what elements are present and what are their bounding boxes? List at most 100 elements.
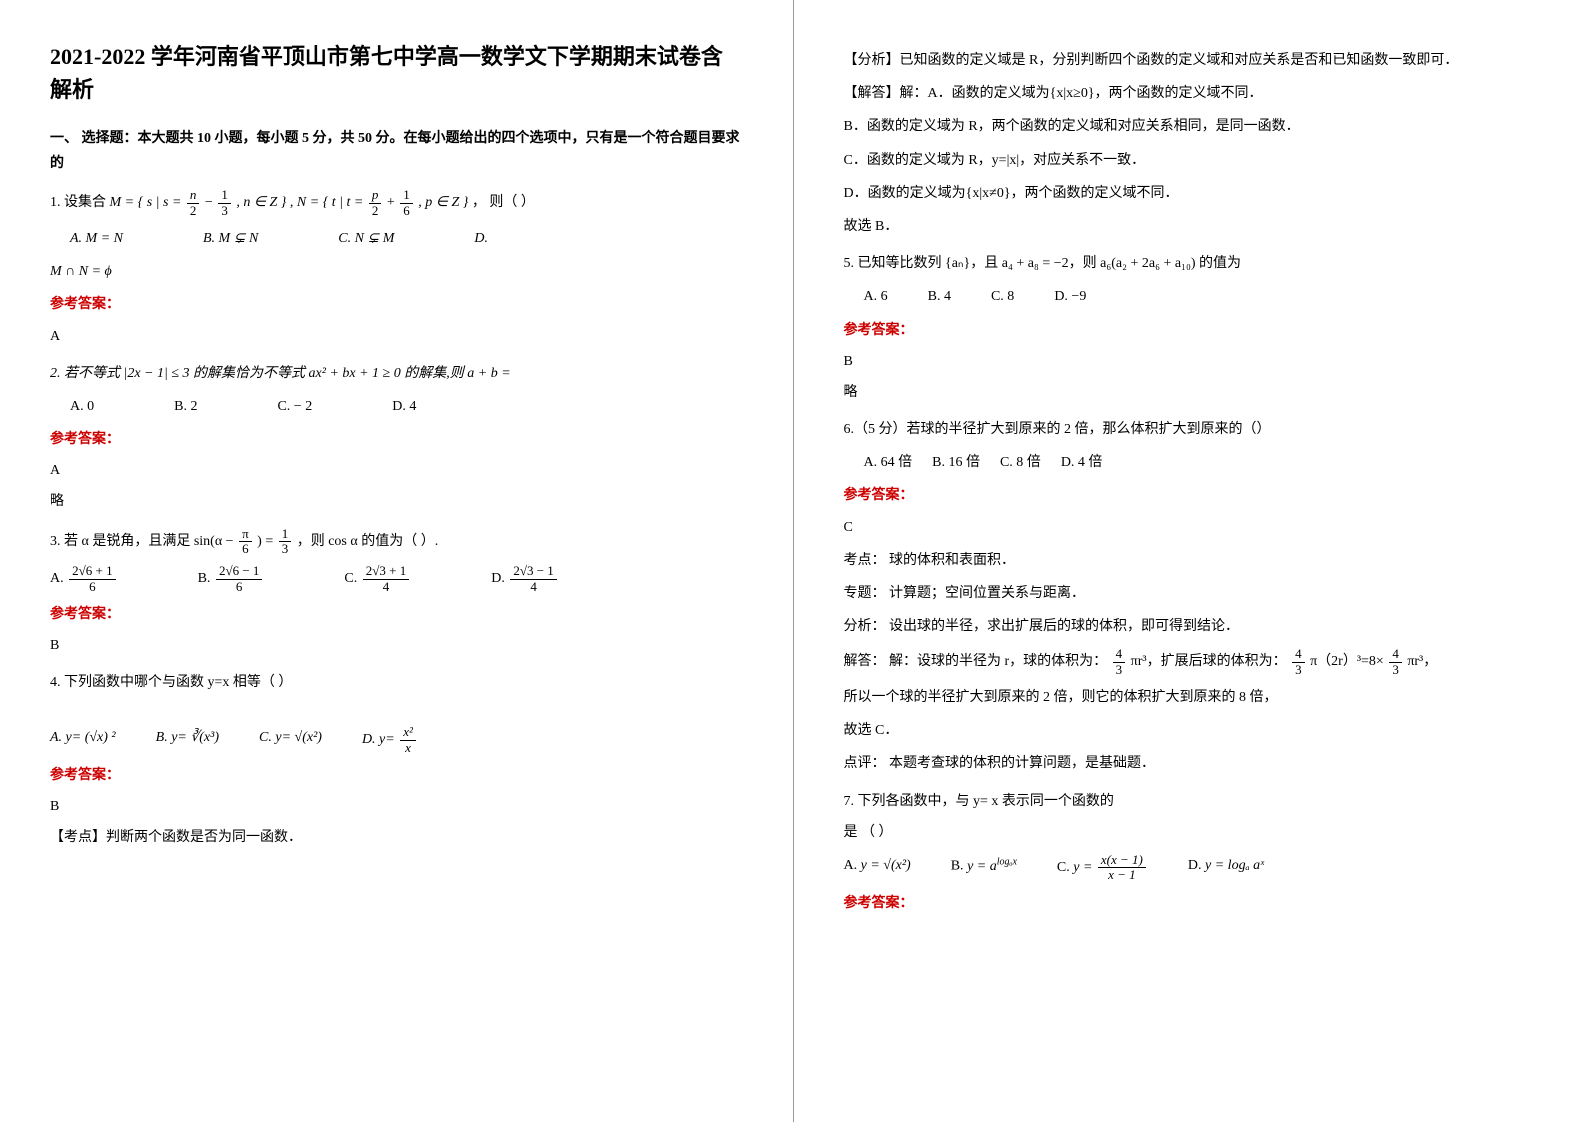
q2-stem: 2. 若不等式 |2x − 1| ≤ 3 的解集恰为不等式 ax² + bx +… bbox=[50, 361, 743, 386]
frac-num: 1 bbox=[400, 188, 413, 203]
q3-answer: B bbox=[50, 633, 743, 658]
q3-sin-pre: sin(α − bbox=[194, 534, 237, 549]
q6-answer: C bbox=[844, 515, 1538, 540]
q3-optA-frac: 2√6 + 16 bbox=[69, 564, 115, 594]
q1-tail: ， 则（ ） bbox=[472, 195, 535, 210]
q1-N-post: , p ∈ Z } bbox=[418, 195, 468, 210]
q6-conclusion1: 所以一个球的半径扩大到原来的 2 倍，则它的体积扩大到原来的 8 倍， bbox=[844, 685, 1538, 710]
q7-stem1: 7. 下列各函数中，与 y= x 表示同一个函数的 bbox=[844, 789, 1538, 814]
q4-stem: 4. 下列函数中哪个与函数 y=x 相等（ ） bbox=[50, 670, 743, 695]
q3-optD-frac: 2√3 − 14 bbox=[510, 564, 556, 594]
frac-num: 2√3 + 1 bbox=[363, 564, 409, 579]
q3-sin-post: ) = bbox=[257, 534, 277, 549]
q2-text: 2. 若不等式 |2x − 1| ≤ 3 的解集恰为不等式 ax² + bx +… bbox=[50, 366, 511, 381]
q7-optD: D. y = logₐ aˣ bbox=[1188, 853, 1264, 883]
q3-optB-frac: 2√6 − 16 bbox=[216, 564, 262, 594]
frac-den: 3 bbox=[1113, 663, 1126, 677]
q2-ans-label: 参考答案： bbox=[50, 427, 743, 452]
frac-den: 6 bbox=[239, 542, 252, 556]
q6-solve: 解答： 解：设球的半径为 r，球的体积为： 43 πr³，扩展后球的体积为： 4… bbox=[844, 647, 1538, 677]
q4-optB: B. y= ∛(x³) bbox=[156, 725, 219, 755]
q6-frac2: 43 bbox=[1292, 647, 1305, 677]
q3-stem: 3. 若 α 是锐角，且满足 sin(α − π6 ) = 13 ，则 cos … bbox=[50, 527, 743, 557]
q4-analysis: 【分析】已知函数的定义域是 R，分别判断四个函数的定义域和对应关系是否和已知函数… bbox=[844, 48, 1538, 73]
q6-stem: 6.（5 分）若球的半径扩大到原来的 2 倍，那么体积扩大到原来的（） bbox=[844, 417, 1538, 442]
q7-optA: A. y = √(x²) bbox=[844, 853, 911, 883]
q3-optC: C. 2√3 + 14 bbox=[344, 564, 411, 594]
opt-label: B. bbox=[951, 859, 967, 874]
q1-optC: C. N ⊊ M bbox=[338, 226, 394, 251]
opt-label: B. bbox=[198, 571, 211, 586]
frac-num: p bbox=[369, 188, 382, 203]
frac-num: 1 bbox=[218, 188, 231, 203]
q3-13: 13 bbox=[279, 527, 292, 557]
frac-num: 2√6 + 1 bbox=[69, 564, 115, 579]
opt-label: C. bbox=[344, 571, 357, 586]
q1-optB: B. M ⊊ N bbox=[203, 226, 258, 251]
q1-optD: D. bbox=[474, 226, 488, 251]
q1-plus: + bbox=[387, 195, 398, 210]
opt-label: C. bbox=[1057, 860, 1073, 875]
q1-optA: A. M = N bbox=[70, 226, 123, 251]
frac-num: 4 bbox=[1292, 647, 1305, 662]
q6-frac1: 43 bbox=[1113, 647, 1126, 677]
q5-options: A. 6 B. 4 C. 8 D. −9 bbox=[864, 284, 1538, 309]
q5-optD: D. −9 bbox=[1054, 284, 1086, 309]
q4-keypoint: 【考点】判断两个函数是否为同一函数． bbox=[50, 825, 743, 850]
q7-stem2: 是 （ ） bbox=[844, 820, 1538, 845]
q5-stem: 5. 已知等比数列 {aₙ}，且 a₄ + a₈ = −2，则 a₆(a₂ + … bbox=[844, 251, 1538, 276]
q6-l4-mid2: π（2r）³=8× bbox=[1310, 654, 1384, 669]
q1-frac-16: 16 bbox=[400, 188, 413, 218]
frac-den: 3 bbox=[218, 204, 231, 218]
q1-frac-13: 13 bbox=[218, 188, 231, 218]
q2-optC: C. − 2 bbox=[277, 394, 312, 419]
q5-note: 略 bbox=[844, 380, 1538, 405]
q3-ans-label: 参考答案： bbox=[50, 602, 743, 627]
frac-den: 4 bbox=[363, 580, 409, 594]
frac-num: x² bbox=[400, 725, 416, 740]
exam-title: 2021-2022 学年河南省平顶山市第七中学高一数学文下学期期末试卷含解析 bbox=[50, 40, 743, 106]
q4-optA: A. y= (√x) ² bbox=[50, 725, 116, 755]
right-column: 【分析】已知函数的定义域是 R，分别判断四个函数的定义域和对应关系是否和已知函数… bbox=[794, 0, 1587, 1122]
q2-options: A. 0 B. 2 C. − 2 D. 4 bbox=[70, 394, 743, 419]
q6-l4-post: πr³， bbox=[1407, 654, 1437, 669]
q7-optB-sup: logₐx bbox=[997, 856, 1017, 867]
q7-optB-math: y = alogₐx bbox=[967, 859, 1017, 874]
q1-options: A. M = N B. M ⊊ N C. N ⊊ M D. bbox=[70, 226, 743, 251]
q1-M-post: , n ∈ Z } bbox=[236, 195, 286, 210]
q4-optD-frac: x²x bbox=[400, 725, 416, 755]
q4-ans-label: 参考答案： bbox=[50, 763, 743, 788]
q1-ans-label: 参考答案： bbox=[50, 292, 743, 317]
q6-frac3: 43 bbox=[1389, 647, 1402, 677]
q6-options: A. 64 倍 B. 16 倍 C. 8 倍 D. 4 倍 bbox=[864, 450, 1538, 475]
q7-optC: C. y = x(x − 1)x − 1 bbox=[1057, 853, 1148, 883]
frac-num: n bbox=[187, 188, 200, 203]
frac-num: x(x − 1) bbox=[1098, 853, 1146, 868]
q7-optC-pre: y = bbox=[1073, 860, 1096, 875]
q5-optB: B. 4 bbox=[928, 284, 951, 309]
q4-answer: B bbox=[50, 794, 743, 819]
frac-den: x − 1 bbox=[1098, 868, 1146, 882]
q1-minus: − bbox=[205, 195, 216, 210]
q3-post: ，则 cos α 的值为（ ）. bbox=[297, 534, 439, 549]
q7-optA-math: y = √(x²) bbox=[861, 858, 911, 873]
frac-num: π bbox=[239, 527, 252, 542]
q3-options: A. 2√6 + 16 B. 2√6 − 16 C. 2√3 + 14 D. 2… bbox=[50, 564, 743, 594]
q3-optA: A. 2√6 + 16 bbox=[50, 564, 118, 594]
q3-pre: 3. 若 α 是锐角，且满足 bbox=[50, 534, 194, 549]
q6-optC: C. 8 倍 bbox=[1000, 450, 1041, 475]
q2-optB: B. 2 bbox=[174, 394, 197, 419]
frac-den: 6 bbox=[400, 204, 413, 218]
frac-num: 2√3 − 1 bbox=[510, 564, 556, 579]
q1-N-pre: , N = { t | t = bbox=[290, 195, 367, 210]
frac-num: 4 bbox=[1389, 647, 1402, 662]
q6-optA: A. 64 倍 bbox=[864, 450, 913, 475]
q6-l4-mid: πr³，扩展后球的体积为： bbox=[1131, 654, 1287, 669]
q4-optD-pre: D. y= bbox=[362, 732, 398, 747]
q6-optB: B. 16 倍 bbox=[932, 450, 980, 475]
q3-pi6: π6 bbox=[239, 527, 252, 557]
q1-optD-line2: M ∩ N = ϕ bbox=[50, 259, 743, 284]
q4-sol-D: D．函数的定义域为{x|x≠0}，两个函数的定义域不同． bbox=[844, 181, 1538, 206]
q6-optD: D. 4 倍 bbox=[1061, 450, 1103, 475]
q6-analysis: 分析： 设出球的半径，求出扩展后的球的体积，即可得到结论． bbox=[844, 614, 1538, 639]
